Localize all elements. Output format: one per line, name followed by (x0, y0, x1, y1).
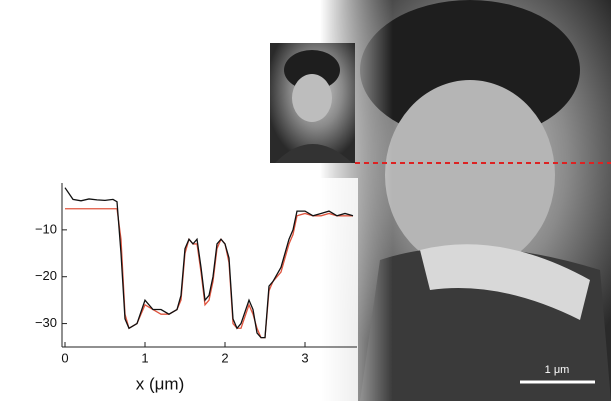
portrait-small (270, 43, 355, 163)
x-tick-label: 1 (141, 350, 148, 365)
scale-bar-label: 1 μm (545, 364, 570, 376)
x-tick-label: 2 (221, 350, 228, 365)
y-tick-label: −30 (35, 315, 57, 330)
portrait-large (320, 0, 611, 401)
x-axis-label: x (μm) (136, 374, 185, 393)
figure: 1 μm x (μm) −10 −20 −30 0 1 2 3 (0, 0, 611, 401)
y-tick-label: −10 (35, 221, 57, 236)
x-tick-label: 0 (61, 350, 68, 365)
y-tick-label: −20 (35, 268, 57, 283)
x-tick-label: 3 (301, 350, 308, 365)
